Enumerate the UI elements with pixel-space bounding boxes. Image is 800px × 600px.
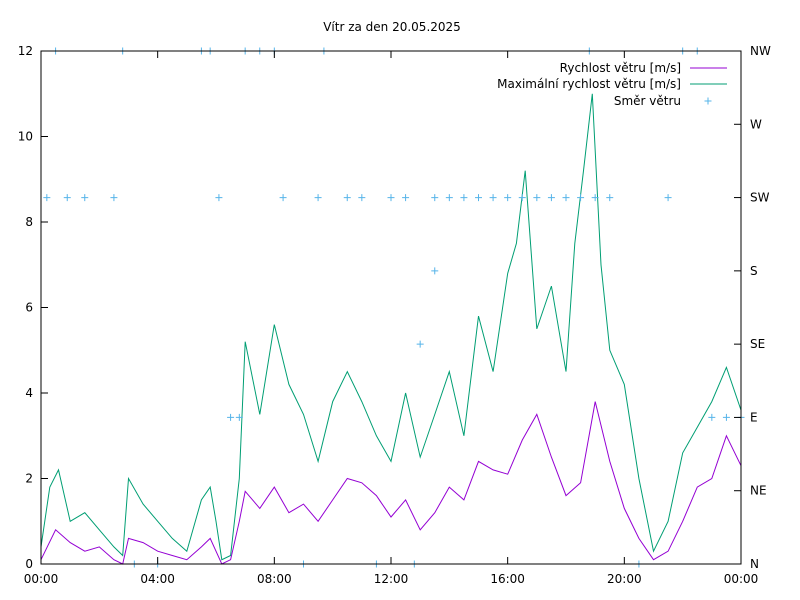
legend-label-3: Směr větru [614, 94, 681, 108]
series-line-2 [40, 93, 742, 561]
direction-point [445, 194, 453, 202]
direction-point [504, 194, 512, 202]
y-tick-label: 6 [25, 301, 33, 315]
direction-point [533, 194, 541, 202]
direction-point [489, 194, 497, 202]
y-tick-label: 12 [18, 44, 33, 58]
direction-point [343, 194, 351, 202]
direction-point [547, 194, 555, 202]
direction-point [314, 194, 322, 202]
plot-frame [40, 50, 742, 565]
direction-point [708, 413, 716, 421]
direction-point [518, 194, 526, 202]
direction-point [606, 194, 614, 202]
y2-tick-label: NW [750, 44, 771, 58]
y-tick-label: 10 [18, 130, 33, 144]
x-tick-label: 08:00 [257, 572, 292, 586]
legend-label-1: Rychlost větru [m/s] [560, 61, 681, 75]
plot-area [40, 47, 745, 568]
axes: 0 2 4 6 8 10 12 N NE E SE S SW W NW 00:00 04:00 08:00 12:0… [18, 44, 771, 586]
legend-label-2: Maximální rychlost větru [m/s] [497, 77, 681, 91]
direction-point [475, 194, 482, 202]
direction-point [279, 194, 287, 202]
direction-point [431, 194, 439, 202]
legend-swatch-3 [704, 97, 712, 105]
y-tick-label: 0 [25, 557, 33, 571]
direction-point [577, 194, 585, 202]
x-tick-label: 20:00 [607, 572, 642, 586]
direction-point [460, 194, 468, 202]
x-tick-label: 12:00 [374, 572, 409, 586]
direction-point [562, 194, 570, 202]
direction-point [431, 267, 439, 275]
x-tick-label: 04:00 [140, 572, 175, 586]
direction-point [81, 194, 89, 202]
legend: Rychlost větru [m/s] Maximální rychlost v… [497, 61, 727, 108]
direction-point [722, 413, 730, 421]
direction-point [227, 413, 235, 421]
direction-point [235, 413, 243, 421]
y2-tick-label: S [750, 264, 758, 278]
direction-point [358, 194, 366, 202]
y2-tick-label: W [750, 117, 762, 131]
y2-tick-label: SW [750, 191, 770, 205]
x-tick-label: 00:00 [24, 572, 59, 586]
y-tick-label: 8 [25, 215, 33, 229]
direction-point [416, 340, 424, 348]
direction-point [43, 194, 51, 202]
x-tick-label: 00:00 [724, 572, 759, 586]
direction-point [63, 194, 71, 202]
direction-point [591, 194, 599, 202]
y2-tick-label: E [750, 410, 758, 424]
x-tick-label: 16:00 [490, 572, 525, 586]
direction-point [402, 194, 410, 202]
direction-point [215, 194, 223, 202]
y-tick-label: 4 [25, 386, 33, 400]
y2-tick-label: NE [750, 484, 767, 498]
chart-title: Vítr za den 20.05.2025 [323, 20, 461, 34]
direction-point [110, 194, 118, 202]
series-line-1 [40, 401, 742, 565]
y2-tick-label: SE [750, 337, 765, 351]
y2-tick-label: N [750, 557, 759, 571]
direction-point [664, 194, 672, 202]
direction-point [387, 194, 395, 202]
y-tick-label: 2 [25, 472, 33, 486]
